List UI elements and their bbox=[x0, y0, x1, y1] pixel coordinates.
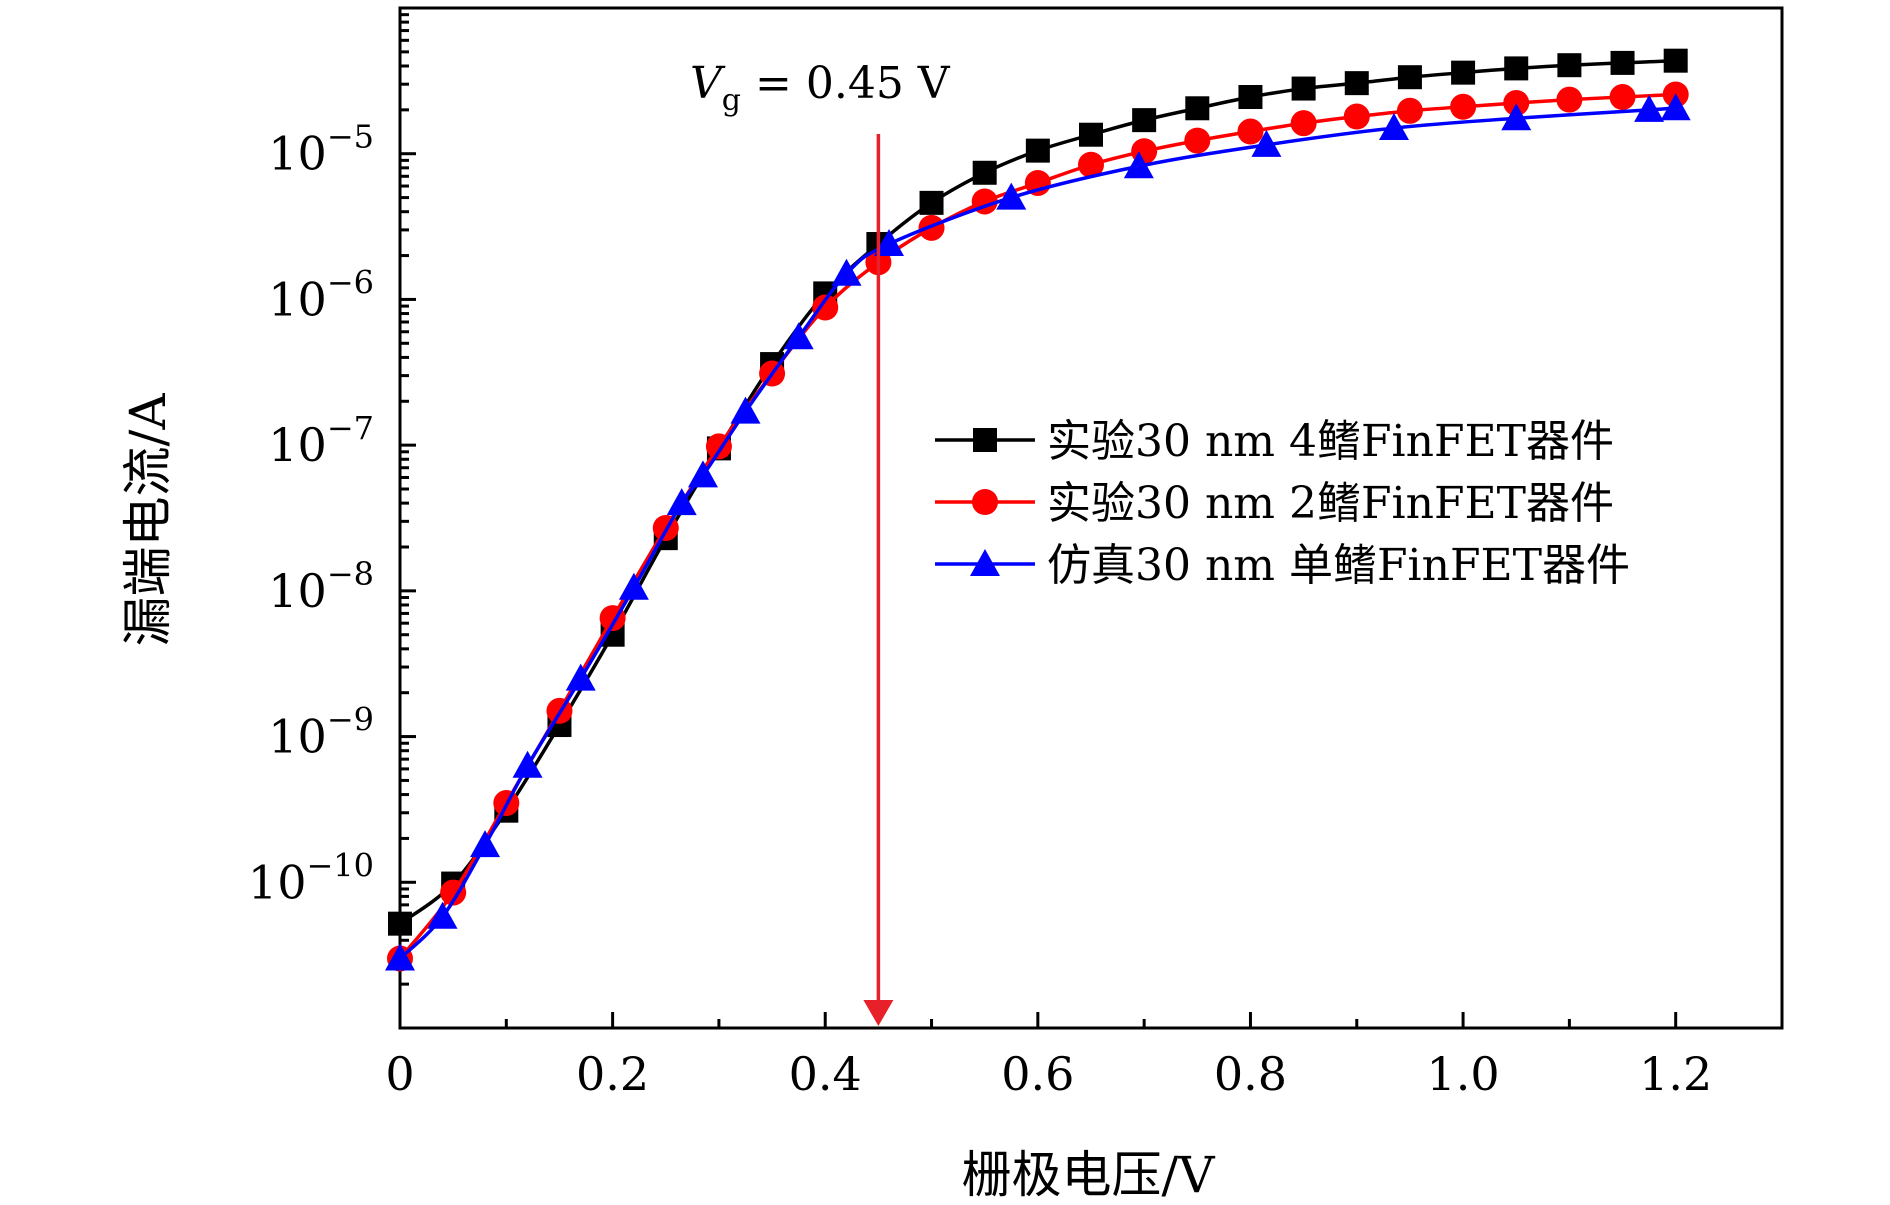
data-point bbox=[812, 294, 839, 321]
y-tick-label: 10−6 bbox=[268, 263, 374, 326]
data-point bbox=[1184, 127, 1211, 154]
legend-item: 实验30 nm 2鳍FinFET器件 bbox=[935, 478, 1614, 529]
data-point bbox=[1396, 97, 1423, 124]
data-point bbox=[1237, 118, 1264, 145]
data-point bbox=[1451, 60, 1476, 85]
y-tick-label: 10−9 bbox=[268, 701, 374, 764]
tick-labels: 0 0.2 0.4 0.6 0.8 1.0 1.2 10−10 10−9 10−8 10−7 10−6… bbox=[248, 118, 1712, 1101]
data-point bbox=[874, 229, 905, 257]
legend-marker bbox=[973, 428, 997, 452]
data-point bbox=[996, 182, 1027, 210]
data-point bbox=[565, 663, 596, 691]
data-point bbox=[512, 750, 543, 778]
vg-annotation: Vg = 0.45 V bbox=[690, 58, 951, 1026]
data-point bbox=[1503, 89, 1530, 116]
y-tick-label: 10−10 bbox=[248, 846, 374, 909]
data-point bbox=[687, 460, 718, 488]
legend-item: 实验30 nm 4鳍FinFET器件 bbox=[935, 416, 1614, 467]
data-point bbox=[972, 160, 997, 185]
x-tick-label: 1.2 bbox=[1639, 1047, 1712, 1101]
data-point bbox=[440, 879, 467, 906]
data-point bbox=[1185, 96, 1210, 121]
data-point bbox=[1557, 53, 1582, 78]
data-point bbox=[385, 943, 415, 971]
data-point bbox=[1609, 84, 1636, 111]
legend-marker bbox=[972, 489, 998, 515]
legend-marker bbox=[970, 549, 1000, 576]
x-tick-label: 0 bbox=[385, 1047, 414, 1101]
data-point bbox=[1634, 94, 1665, 122]
data-point bbox=[831, 258, 862, 286]
x-tick-label: 0.6 bbox=[1001, 1047, 1074, 1101]
data-point bbox=[1343, 103, 1370, 130]
data-point bbox=[1397, 65, 1422, 90]
data-point bbox=[1290, 110, 1317, 137]
series-3 bbox=[385, 93, 1691, 971]
data-point bbox=[470, 830, 501, 858]
data-point bbox=[427, 901, 458, 929]
data-point bbox=[1025, 138, 1050, 163]
x-axis-label: 栅极电压/V bbox=[962, 1146, 1216, 1204]
legend-item: 仿真30 nm 单鳍FinFET器件 bbox=[935, 540, 1630, 591]
data-point bbox=[1660, 93, 1691, 121]
data-point bbox=[1123, 151, 1154, 179]
data-point bbox=[1663, 48, 1688, 73]
data-point bbox=[1238, 85, 1263, 110]
data-point bbox=[1378, 113, 1409, 141]
data-point bbox=[1344, 71, 1369, 96]
legend-label: 实验30 nm 2鳍FinFET器件 bbox=[1047, 478, 1614, 529]
legend-label: 实验30 nm 4鳍FinFET器件 bbox=[1047, 416, 1614, 467]
data-point bbox=[919, 190, 944, 215]
plot-frame bbox=[398, 6, 1784, 1030]
data-point bbox=[618, 572, 649, 600]
y-tick-label: 10−7 bbox=[268, 409, 374, 472]
data-point bbox=[783, 322, 814, 350]
series-layer bbox=[385, 48, 1691, 972]
x-tick-label: 0.2 bbox=[576, 1047, 649, 1101]
data-point bbox=[1450, 93, 1477, 120]
data-point bbox=[1504, 56, 1529, 81]
x-tick-label: 0.8 bbox=[1214, 1047, 1287, 1101]
data-point bbox=[388, 911, 412, 936]
legend-label: 仿真30 nm 单鳍FinFET器件 bbox=[1047, 540, 1630, 591]
axis-ticks bbox=[398, 13, 1678, 1030]
data-point bbox=[1079, 122, 1103, 147]
x-tick-label: 0.4 bbox=[789, 1047, 862, 1101]
series-line bbox=[398, 106, 1676, 960]
data-point bbox=[1132, 108, 1157, 133]
data-point bbox=[1291, 76, 1316, 101]
data-point bbox=[1556, 86, 1583, 113]
y-tick-label: 10−5 bbox=[268, 118, 374, 181]
annotation-arrow-head bbox=[863, 1000, 894, 1026]
annotation-label: Vg = 0.45 V bbox=[690, 58, 951, 118]
data-point bbox=[1501, 103, 1532, 131]
data-point bbox=[1610, 50, 1635, 75]
series-1 bbox=[388, 48, 1688, 936]
y-axis-label: 漏端电流/A bbox=[119, 393, 177, 647]
data-point bbox=[666, 488, 697, 516]
data-point bbox=[730, 396, 761, 424]
x-tick-label: 1.0 bbox=[1426, 1047, 1499, 1101]
y-tick-label: 10−8 bbox=[268, 555, 374, 618]
data-point bbox=[1078, 151, 1104, 178]
data-point bbox=[1251, 129, 1282, 157]
